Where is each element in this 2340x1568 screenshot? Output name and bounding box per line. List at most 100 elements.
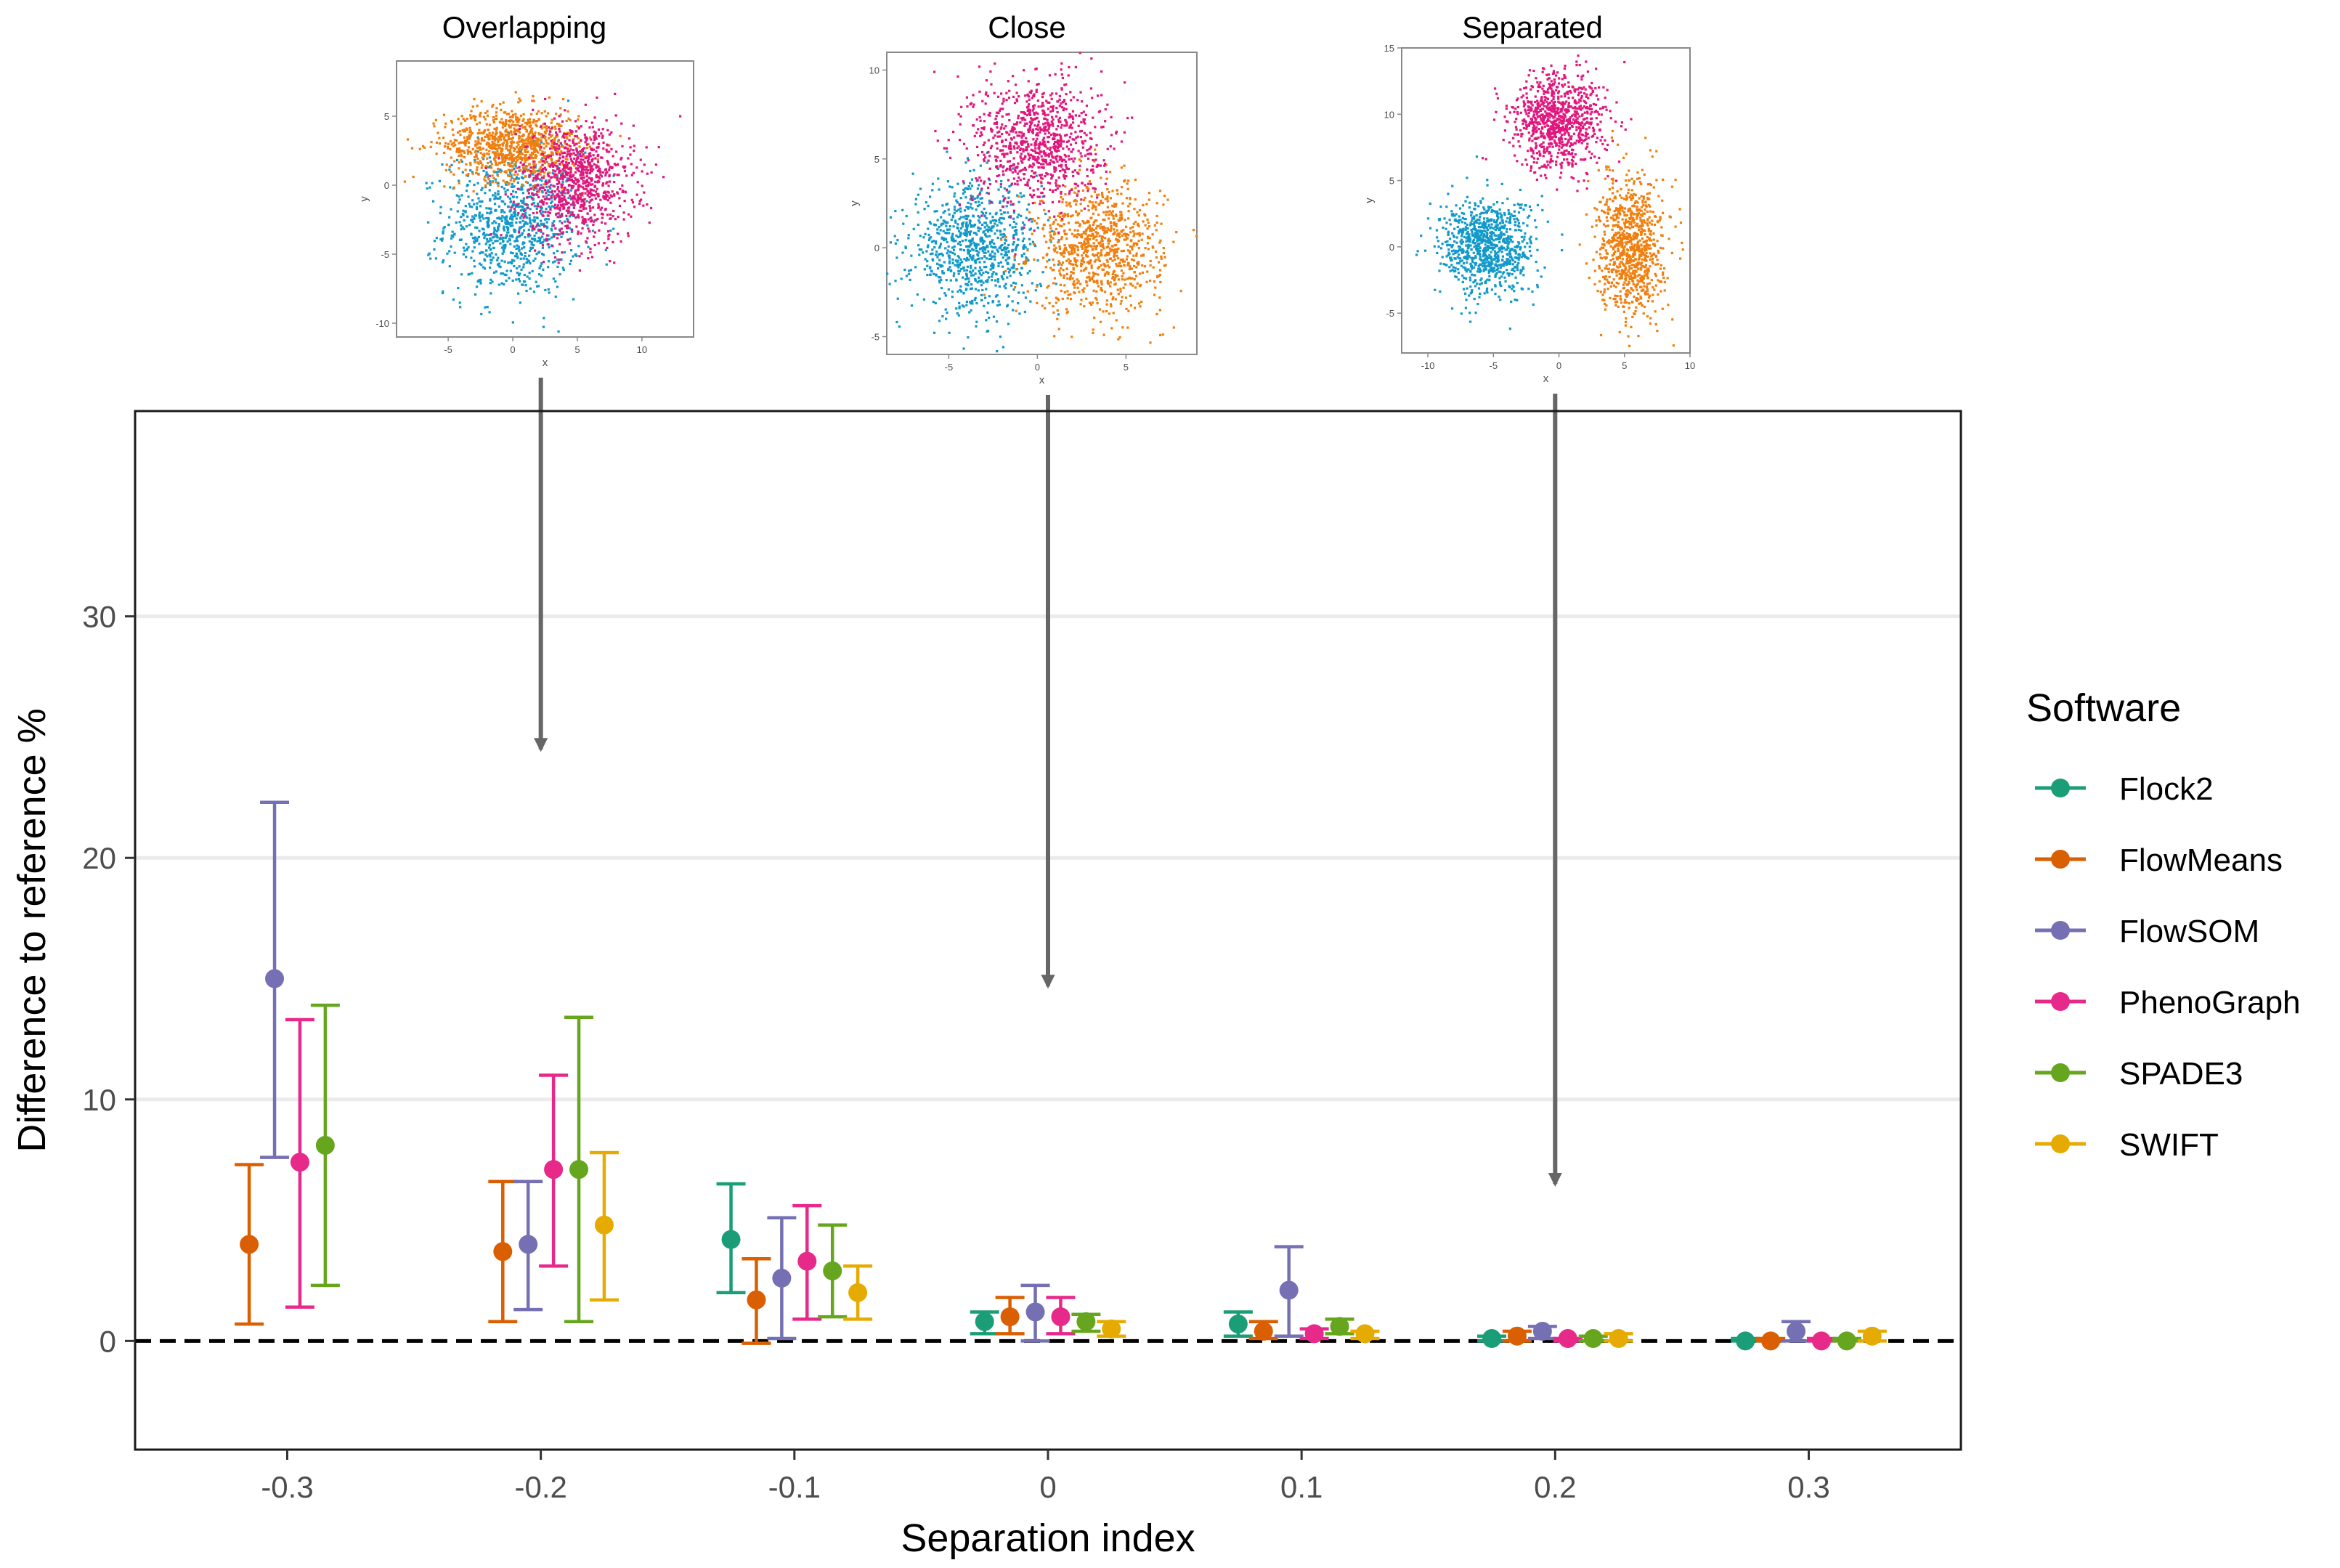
inset-point xyxy=(482,228,485,231)
inset-point xyxy=(1101,235,1104,239)
inset-point xyxy=(1106,195,1109,198)
inset-point xyxy=(1102,268,1105,271)
inset-point xyxy=(501,237,504,240)
inset-point xyxy=(964,223,968,226)
inset-point xyxy=(543,151,545,154)
inset-point xyxy=(599,174,602,176)
inset-point xyxy=(626,232,630,235)
inset-point xyxy=(1047,246,1050,250)
inset-point xyxy=(489,282,492,285)
inset-point xyxy=(601,134,604,137)
inset-point xyxy=(542,122,545,126)
inset-point xyxy=(1166,198,1169,201)
inset-point xyxy=(992,137,995,139)
inset-point xyxy=(586,155,589,158)
inset-point xyxy=(1101,193,1104,197)
inset-point xyxy=(657,146,660,149)
inset-point xyxy=(679,115,682,118)
inset-point xyxy=(540,212,543,215)
inset-point xyxy=(538,251,541,253)
inset-point xyxy=(443,225,446,229)
inset-point xyxy=(551,127,553,130)
inset-point xyxy=(536,285,539,288)
inset-point xyxy=(608,168,611,171)
inset-point xyxy=(1068,253,1071,256)
inset-point xyxy=(537,110,540,113)
inset-point xyxy=(1155,275,1159,279)
inset-point xyxy=(443,145,447,148)
inset-point xyxy=(493,145,496,149)
inset-point xyxy=(1012,233,1015,237)
inset-point xyxy=(500,134,503,138)
inset-point xyxy=(508,133,511,136)
inset-point xyxy=(1083,269,1086,272)
inset-point xyxy=(1017,114,1020,118)
inset-point xyxy=(1073,191,1076,194)
inset-point xyxy=(1009,203,1012,206)
inset-point xyxy=(1039,141,1042,144)
inset-point xyxy=(1077,232,1080,236)
inset-point xyxy=(1122,249,1126,252)
inset-point xyxy=(988,276,991,279)
inset-point xyxy=(590,216,593,219)
inset-point xyxy=(1113,224,1116,227)
inset-point xyxy=(1100,289,1104,292)
inset-point xyxy=(545,139,548,142)
inset-point xyxy=(1127,205,1130,208)
inset-point xyxy=(589,183,593,186)
inset-point xyxy=(960,105,963,108)
inset-point xyxy=(1004,251,1008,254)
inset-point xyxy=(1028,127,1031,130)
inset-point xyxy=(471,237,474,240)
inset-point xyxy=(590,179,593,182)
inset-point xyxy=(594,180,597,183)
inset-point xyxy=(563,166,566,169)
inset-point xyxy=(974,296,977,300)
inset-point xyxy=(516,244,519,247)
inset-point xyxy=(996,229,999,232)
inset-point xyxy=(965,187,968,190)
inset-point xyxy=(1096,163,1100,166)
inset-point xyxy=(1099,320,1102,323)
inset-point xyxy=(574,216,577,219)
inset-point xyxy=(535,216,538,219)
inset-point xyxy=(581,171,584,174)
inset-point xyxy=(588,153,590,155)
inset-point xyxy=(539,264,543,267)
inset-point xyxy=(981,223,984,227)
inset-point xyxy=(578,197,581,200)
inset-point xyxy=(486,142,489,145)
inset-point xyxy=(503,154,506,157)
inset-point xyxy=(597,195,600,198)
inset-point xyxy=(589,207,592,210)
inset-point xyxy=(491,181,494,184)
inset-point xyxy=(613,173,616,176)
inset-point xyxy=(1041,177,1044,180)
inset-point xyxy=(1002,248,1005,251)
inset-point xyxy=(518,131,521,134)
inset-point xyxy=(1089,146,1092,149)
inset-point xyxy=(967,185,970,188)
inset-point xyxy=(488,174,491,177)
inset-point xyxy=(581,164,585,167)
inset-point xyxy=(1121,260,1125,263)
inset-point xyxy=(459,134,462,137)
inset-point xyxy=(508,119,511,123)
inset-point xyxy=(476,166,479,169)
inset-point xyxy=(1107,272,1110,275)
inset-point xyxy=(501,215,504,218)
inset-point xyxy=(970,194,972,198)
inset-point xyxy=(580,139,582,142)
inset-point xyxy=(1071,232,1074,235)
inset-point xyxy=(970,230,972,233)
inset-point xyxy=(974,279,977,282)
inset-point xyxy=(1137,224,1140,227)
inset-point xyxy=(529,136,532,139)
inset-point xyxy=(1023,177,1025,180)
inset-point xyxy=(543,160,545,163)
inset-point xyxy=(959,115,962,118)
inset-point xyxy=(514,170,517,173)
inset-point xyxy=(1060,145,1063,147)
inset-point xyxy=(526,261,529,264)
inset-point xyxy=(1087,262,1091,265)
